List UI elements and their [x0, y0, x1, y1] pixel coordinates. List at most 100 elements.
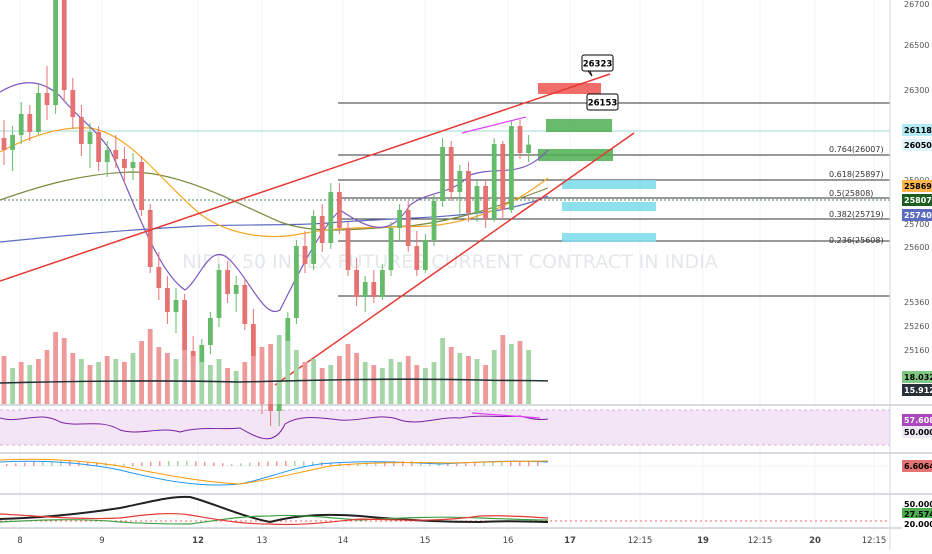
price-tick-label: 26500: [904, 41, 929, 50]
candle: [354, 258, 359, 306]
candle: [53, 0, 58, 114]
svg-text:26118: 26118: [904, 126, 932, 135]
x-tick-label: 15: [420, 536, 431, 546]
svg-text:50.0000: 50.0000: [904, 428, 932, 437]
candle: [182, 294, 187, 360]
adx-line: [0, 495, 549, 524]
macd-hist-bar: [249, 462, 251, 466]
macd-hist-bar: [186, 461, 188, 466]
fib-zone-2: [562, 202, 656, 211]
candle: [147, 204, 153, 273]
candle: [380, 264, 385, 300]
candle: [122, 147, 127, 183]
svg-text:25807: 25807: [904, 196, 932, 205]
candle: [474, 180, 480, 222]
x-tick-label: 14: [338, 536, 349, 546]
volume-bar: [380, 368, 385, 404]
candle: [130, 153, 136, 180]
volume-bar: [70, 353, 76, 404]
volume-bar: [397, 362, 402, 404]
callout-label: 26153: [588, 99, 618, 109]
macd-hist-bar: [96, 462, 98, 466]
candle: [18, 102, 24, 144]
volume-bar: [199, 362, 205, 404]
macd-hist-bar: [123, 463, 125, 466]
candle: [27, 105, 33, 141]
fib-level-label: 0.764(26007): [829, 145, 884, 154]
macd-hist-bar: [51, 461, 53, 466]
svg-text:25740: 25740: [904, 211, 932, 220]
volume-bar: [526, 350, 531, 404]
volume-bar: [1, 356, 7, 404]
candle: [526, 135, 531, 162]
candle: [500, 141, 506, 219]
candle: [36, 84, 41, 135]
volume-bar: [268, 344, 273, 404]
candle: [216, 264, 222, 327]
volume-bar: [388, 359, 394, 404]
candle: [319, 204, 325, 252]
volume-bar: [122, 362, 127, 404]
trend-channel: [0, 73, 635, 386]
price-divergence-line: [461, 116, 527, 134]
macd-hist-bar: [411, 461, 413, 466]
volume-bar: [225, 368, 230, 404]
candle: [423, 234, 428, 273]
candle: [1, 120, 7, 165]
fib-labels: 0.764(26007) 0.618(25897) 0.5(25808) 0.382(…: [829, 145, 884, 245]
macd-hist-bar: [258, 462, 260, 466]
fib-zone-3: [562, 233, 656, 242]
x-tick-label: 12: [192, 536, 204, 546]
macd-hist-bar: [366, 462, 368, 466]
volume-bar: [483, 365, 488, 404]
macd-hist-bar: [465, 463, 467, 466]
x-tick-label: 17: [564, 536, 576, 546]
macd-hist-bar: [303, 461, 305, 466]
macd-hist-bar: [357, 463, 359, 466]
volume-bar: [61, 338, 67, 404]
price-badge: 20.0000: [902, 518, 932, 530]
fib-level-label: 0.382(25719): [829, 210, 884, 219]
volume-bar: [448, 347, 454, 404]
macd-hist-bar: [159, 461, 161, 466]
volume-bar: [190, 356, 196, 404]
volume-bar: [259, 347, 265, 404]
price-tick-label: 25360: [904, 298, 929, 307]
candle: [466, 162, 471, 222]
volume-bar: [165, 353, 170, 404]
candle: [225, 261, 230, 303]
volume-bar: [491, 350, 497, 404]
candle: [10, 126, 15, 171]
volume-bar: [294, 350, 299, 404]
macd-hist-bar: [168, 461, 170, 466]
volume-bar: [104, 356, 110, 404]
macd-hist-bar: [276, 461, 278, 466]
x-tick-label: 12:15: [748, 536, 773, 546]
macd-hist-bar: [384, 461, 386, 466]
support-zone: [538, 149, 613, 161]
macd-hist-bar: [141, 462, 143, 466]
macd-hist-bar: [402, 461, 404, 466]
x-tick-label: 13: [257, 536, 268, 546]
candle: [233, 276, 239, 312]
macd-hist-bar: [294, 461, 296, 466]
price-tick-label: 25600: [904, 243, 929, 252]
x-tick-label: 12:15: [862, 536, 887, 546]
volume-bar: [414, 365, 420, 404]
volume-bar: [27, 365, 33, 404]
rsi-divergence-line: [471, 412, 541, 419]
macd-hist-bar: [519, 461, 521, 466]
volume-bar: [10, 368, 15, 404]
price-badge: 25740: [902, 209, 932, 221]
candle: [113, 135, 119, 168]
macd-signal-line: [0, 458, 549, 485]
macd-hist-bar: [42, 461, 44, 466]
price-badge: 25807: [902, 194, 932, 206]
volume-bar: [362, 362, 368, 404]
volume-bar: [208, 365, 213, 404]
macd-hist-bar: [510, 461, 512, 466]
macd-hist-bar: [150, 461, 152, 466]
price-badge: 50.0000: [902, 426, 932, 438]
